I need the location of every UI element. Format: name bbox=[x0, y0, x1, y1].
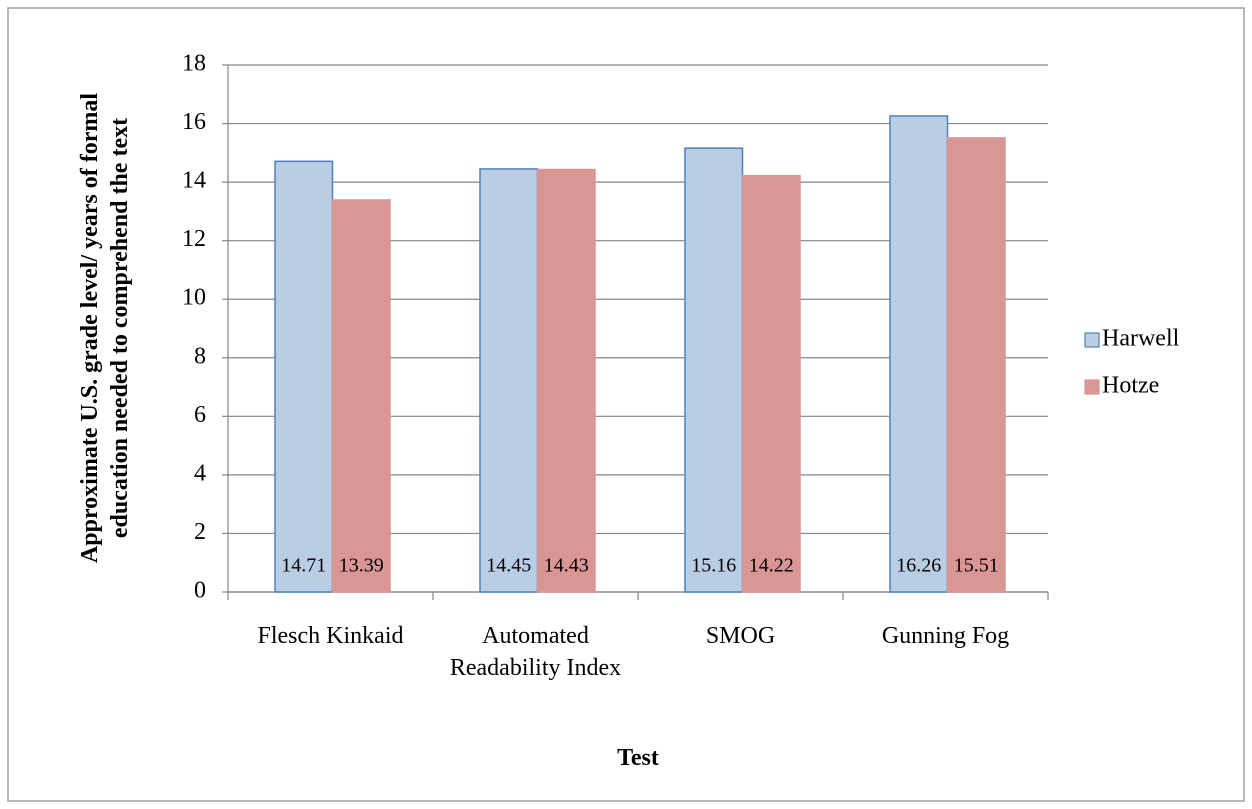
y-axis-title: Approximate U.S. grade level/ years of f… bbox=[77, 92, 133, 564]
bar bbox=[479, 168, 539, 593]
x-tick-label: SMOG bbox=[705, 623, 776, 649]
x-axis-title: Test bbox=[617, 745, 659, 771]
y-tick-label: 16 bbox=[182, 109, 206, 135]
y-tick-label: 0 bbox=[194, 578, 206, 604]
y-tick-label: 8 bbox=[194, 343, 206, 369]
bar bbox=[684, 147, 744, 593]
y-tick-label: 4 bbox=[194, 460, 206, 486]
data-label: 16.26 bbox=[896, 555, 941, 577]
data-label: 15.16 bbox=[691, 555, 736, 577]
data-label: 13.39 bbox=[339, 555, 384, 577]
y-tick-label: 6 bbox=[194, 402, 206, 428]
chart-border bbox=[7, 7, 1245, 802]
data-label: 14.71 bbox=[281, 555, 326, 577]
bar bbox=[946, 137, 1006, 593]
y-tick-label: 14 bbox=[182, 168, 206, 194]
y-tick-label: 18 bbox=[182, 51, 206, 77]
bar bbox=[889, 115, 949, 593]
bar bbox=[536, 168, 596, 593]
bar bbox=[741, 174, 801, 593]
y-tick-label: 2 bbox=[194, 519, 206, 545]
legend-label: Harwell bbox=[1102, 326, 1180, 352]
legend-label: Hotze bbox=[1102, 373, 1159, 399]
bar bbox=[331, 199, 391, 593]
x-tick-label: Flesch Kinkaid bbox=[257, 623, 404, 649]
data-label: 15.51 bbox=[954, 555, 999, 577]
x-tick-label: Gunning Fog bbox=[881, 623, 1010, 649]
legend-swatch bbox=[1084, 332, 1100, 348]
y-tick-label: 12 bbox=[182, 226, 206, 252]
data-label: 14.22 bbox=[749, 555, 794, 577]
data-label: 14.43 bbox=[544, 555, 589, 577]
x-tick-label: Automated Readability Index bbox=[449, 623, 622, 681]
legend-swatch bbox=[1084, 379, 1100, 395]
data-label: 14.45 bbox=[486, 555, 531, 577]
bar bbox=[274, 160, 334, 593]
y-tick-label: 10 bbox=[182, 285, 206, 311]
